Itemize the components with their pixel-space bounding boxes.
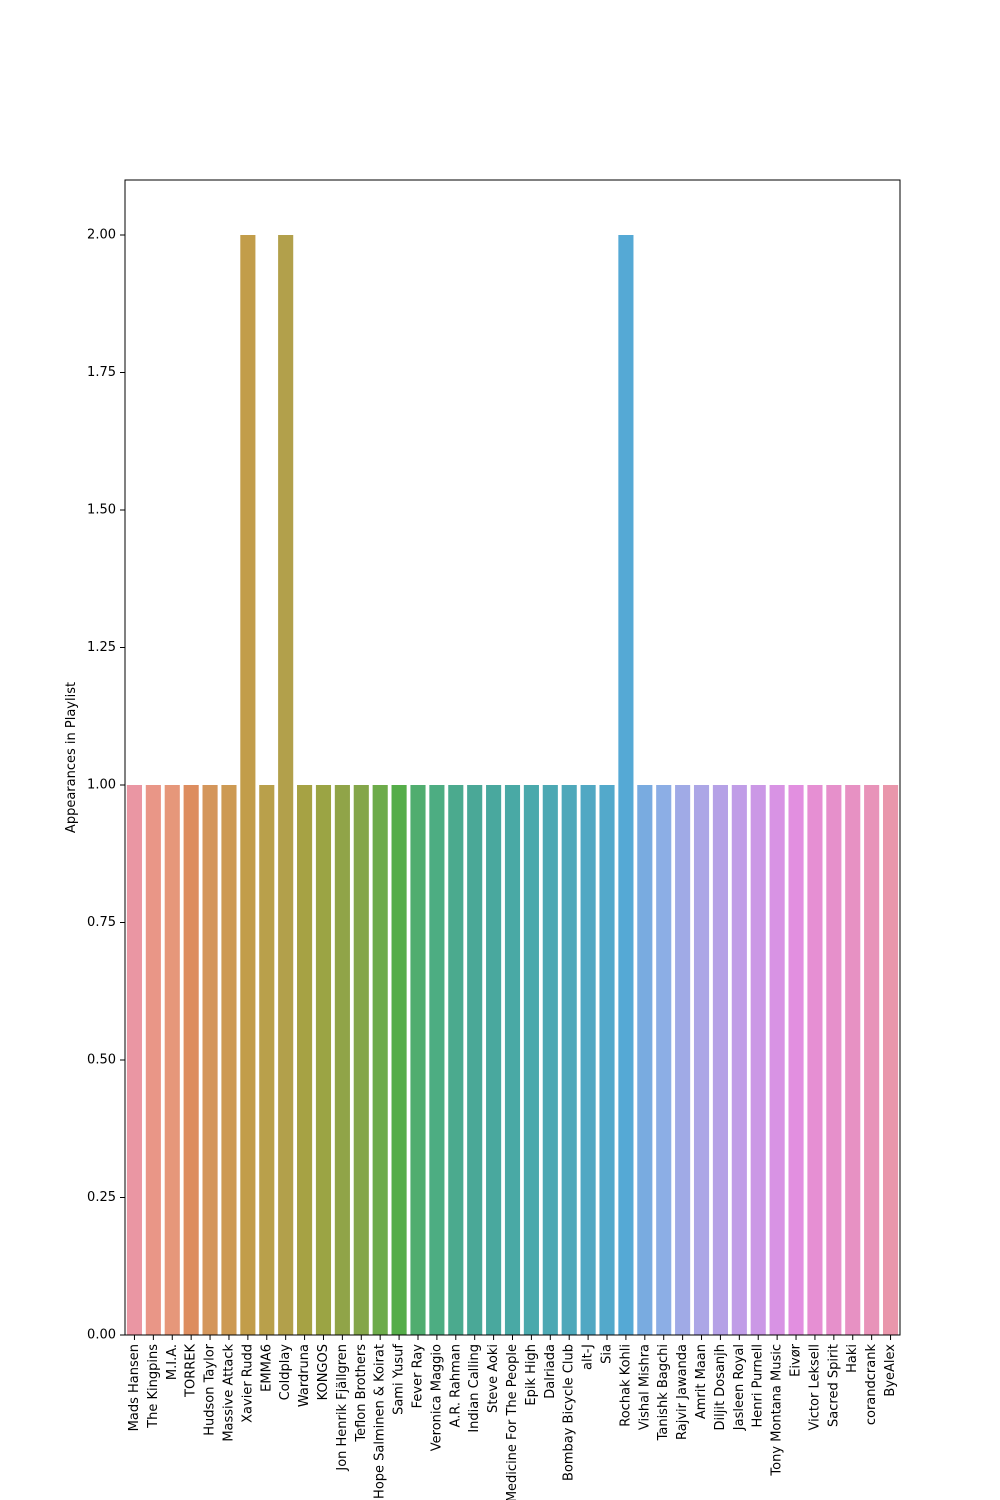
x-tick-label: A.R. Rahman [448,1344,463,1427]
x-axis: Mads Hansen The Kingpins M.I.A. TORREK Hudso… [127,1335,898,1500]
bar-24 [581,785,596,1335]
x-tick-label: Indian Calling [467,1344,482,1433]
x-tick-label: Tanishk Bagchi [656,1344,671,1441]
bar-23 [562,785,577,1335]
x-tick-label: Victor Leksell [807,1344,822,1430]
bar-32 [732,785,747,1335]
x-tick-label: Medicine For The People [505,1344,520,1500]
bar-13 [373,785,388,1335]
bars-group [127,235,898,1335]
x-tick-label: Mads Hansen [127,1344,142,1431]
x-tick-label: Rajvir Jawanda [675,1344,690,1440]
bar-11 [335,785,350,1335]
bar-10 [316,785,331,1335]
bar-14 [392,785,407,1335]
x-tick-label: Sami Yusuf [392,1344,407,1415]
y-tick-label: 1.50 [87,503,116,518]
bar-5 [221,785,236,1335]
x-tick-label: Coldplay [278,1344,293,1401]
x-tick-label: Rochak Kohli [618,1344,633,1427]
x-tick-label: KONGOS [316,1344,331,1400]
bar-30 [694,785,709,1335]
x-tick-label: Bombay Bicycle Club [562,1344,577,1481]
bar-25 [599,785,614,1335]
bar-16 [429,785,444,1335]
y-tick-label: 1.75 [87,365,116,380]
bar-34 [770,785,785,1335]
bar-9 [297,785,312,1335]
bar-6 [240,235,255,1335]
x-tick-label: Sacred Spirit [826,1344,841,1427]
x-tick-label: Hudson Taylor [203,1343,218,1435]
bar-1 [146,785,161,1335]
y-tick-label: 1.25 [87,640,116,655]
x-tick-label: Steve Aoki [486,1344,501,1413]
bar-28 [656,785,671,1335]
bar-33 [751,785,766,1335]
bar-2 [165,785,180,1335]
bar-27 [637,785,652,1335]
bar-36 [807,785,822,1335]
bar-39 [864,785,879,1335]
bar-15 [410,785,425,1335]
x-tick-label: Eivør [789,1343,804,1376]
y-tick-label: 0.50 [87,1053,116,1068]
bar-3 [184,785,199,1335]
y-tick-label: 0.25 [87,1190,116,1205]
x-tick-label: Henri Purnell [751,1344,766,1428]
x-tick-label: Veronica Maggio [429,1344,444,1451]
x-tick-label: ByeAlex [883,1344,898,1397]
bar-18 [467,785,482,1335]
bar-35 [788,785,803,1335]
bar-17 [448,785,463,1335]
bar-19 [486,785,501,1335]
x-tick-label: Fever Ray [410,1344,425,1409]
y-axis: 0.00 0.25 0.50 0.75 1.00 1.25 1.50 1.75 2.00 [87,228,125,1343]
bar-29 [675,785,690,1335]
x-tick-label: Epik High [524,1344,539,1406]
x-tick-label: Hope Salminen & Koirat [373,1344,388,1499]
x-tick-label: TORREK [184,1344,199,1398]
x-tick-label: alt-J [581,1344,596,1370]
x-tick-label: Massive Attack [221,1344,236,1442]
bar-31 [713,785,728,1335]
x-tick-label: Diljit Dosanjh [713,1344,728,1430]
bar-22 [543,785,558,1335]
x-tick-label: The Kingpins [146,1344,161,1429]
bar-37 [826,785,841,1335]
bar-7 [259,785,274,1335]
y-tick-label: 1.00 [87,778,116,793]
y-axis-label: Appearances in Playlist [64,682,79,833]
bar-40 [883,785,898,1335]
x-tick-label: Xavier Rudd [240,1344,255,1423]
y-tick-label: 0.75 [87,915,116,930]
y-tick-label: 2.00 [87,228,116,243]
bar-12 [354,785,369,1335]
x-tick-label: Teflon Brothers [354,1344,369,1443]
x-tick-label: Jon Henrik Fjällgren [335,1344,350,1472]
bar-0 [127,785,142,1335]
bar-26 [618,235,633,1335]
x-tick-label: EMMA6 [259,1344,274,1392]
x-tick-label: Tony Montana Music [770,1344,785,1477]
x-tick-label: Haki [845,1344,860,1373]
x-tick-label: Sia [600,1344,615,1364]
bar-38 [845,785,860,1335]
y-tick-label: 0.00 [87,1328,116,1343]
x-tick-label: Wardruna [297,1344,312,1407]
x-tick-label: Amrit Maan [694,1344,709,1419]
x-tick-label: corandcrank [864,1344,879,1426]
x-tick-label: M.I.A. [165,1344,180,1380]
bar-21 [524,785,539,1335]
bar-20 [505,785,520,1335]
x-tick-label: Jasleen Royal [732,1344,747,1431]
x-tick-label: Vishal Mishra [637,1344,652,1430]
x-tick-label: Dalriada [543,1344,558,1399]
bar-8 [278,235,293,1335]
bar-4 [203,785,218,1335]
